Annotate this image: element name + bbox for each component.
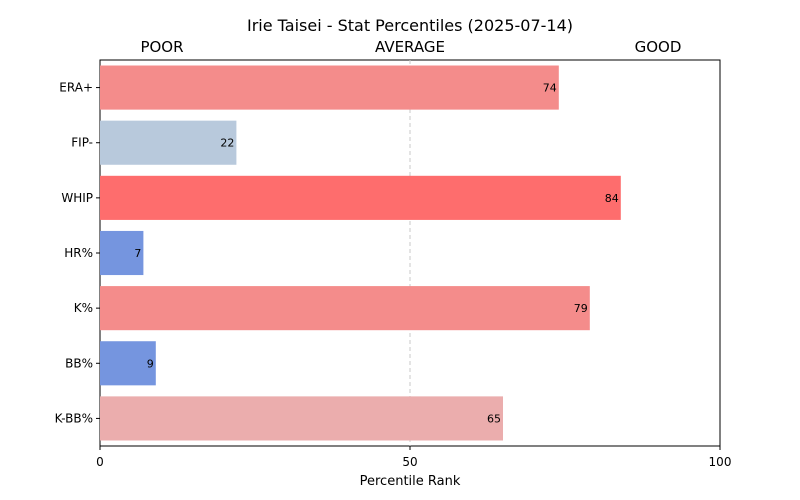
bars [100, 65, 621, 441]
value-label-whip: 84 [605, 192, 619, 205]
value-label-fip: 22 [220, 137, 234, 150]
value-labels: 74 22 84 7 79 9 65 [134, 82, 618, 426]
bar-fip [100, 120, 237, 165]
x-axis-label: Percentile Rank [360, 474, 461, 489]
bar-whip [100, 175, 621, 220]
y-axis-tick-labels: ERA+ FIP- WHIP HR% K% BB% K-BB% [55, 81, 100, 425]
y-tick-label-hr: HR% [64, 246, 93, 260]
zone-label-average: AVERAGE [375, 38, 445, 56]
y-tick-label-era: ERA+ [59, 81, 93, 95]
bar-bb [100, 341, 156, 386]
zone-label-poor: POOR [140, 38, 183, 56]
y-tick-label-fip: FIP- [71, 136, 93, 150]
value-label-era: 74 [543, 82, 557, 95]
y-tick-label-k-bb: K-BB% [55, 411, 93, 425]
x-tick-label-50: 50 [402, 455, 417, 469]
bar-era [100, 65, 559, 110]
value-label-bb: 9 [147, 357, 154, 370]
x-tick-label-100: 100 [709, 455, 732, 469]
value-label-k-bb: 65 [487, 412, 501, 425]
bar-hr [100, 230, 144, 276]
value-label-hr: 7 [134, 247, 141, 260]
y-tick-label-k: K% [74, 301, 93, 315]
x-tick-label-0: 0 [96, 455, 104, 469]
value-label-k: 79 [574, 302, 588, 315]
bar-k [100, 286, 590, 331]
x-axis-ticks: 0 50 100 [96, 446, 731, 469]
y-tick-label-bb: BB% [65, 356, 93, 370]
y-tick-label-whip: WHIP [61, 191, 93, 205]
zone-label-good: GOOD [635, 38, 682, 56]
zone-labels: POOR AVERAGE GOOD [140, 38, 681, 56]
chart-title: Irie Taisei - Stat Percentiles (2025-07-… [247, 16, 573, 35]
bar-k-bb [100, 396, 503, 441]
